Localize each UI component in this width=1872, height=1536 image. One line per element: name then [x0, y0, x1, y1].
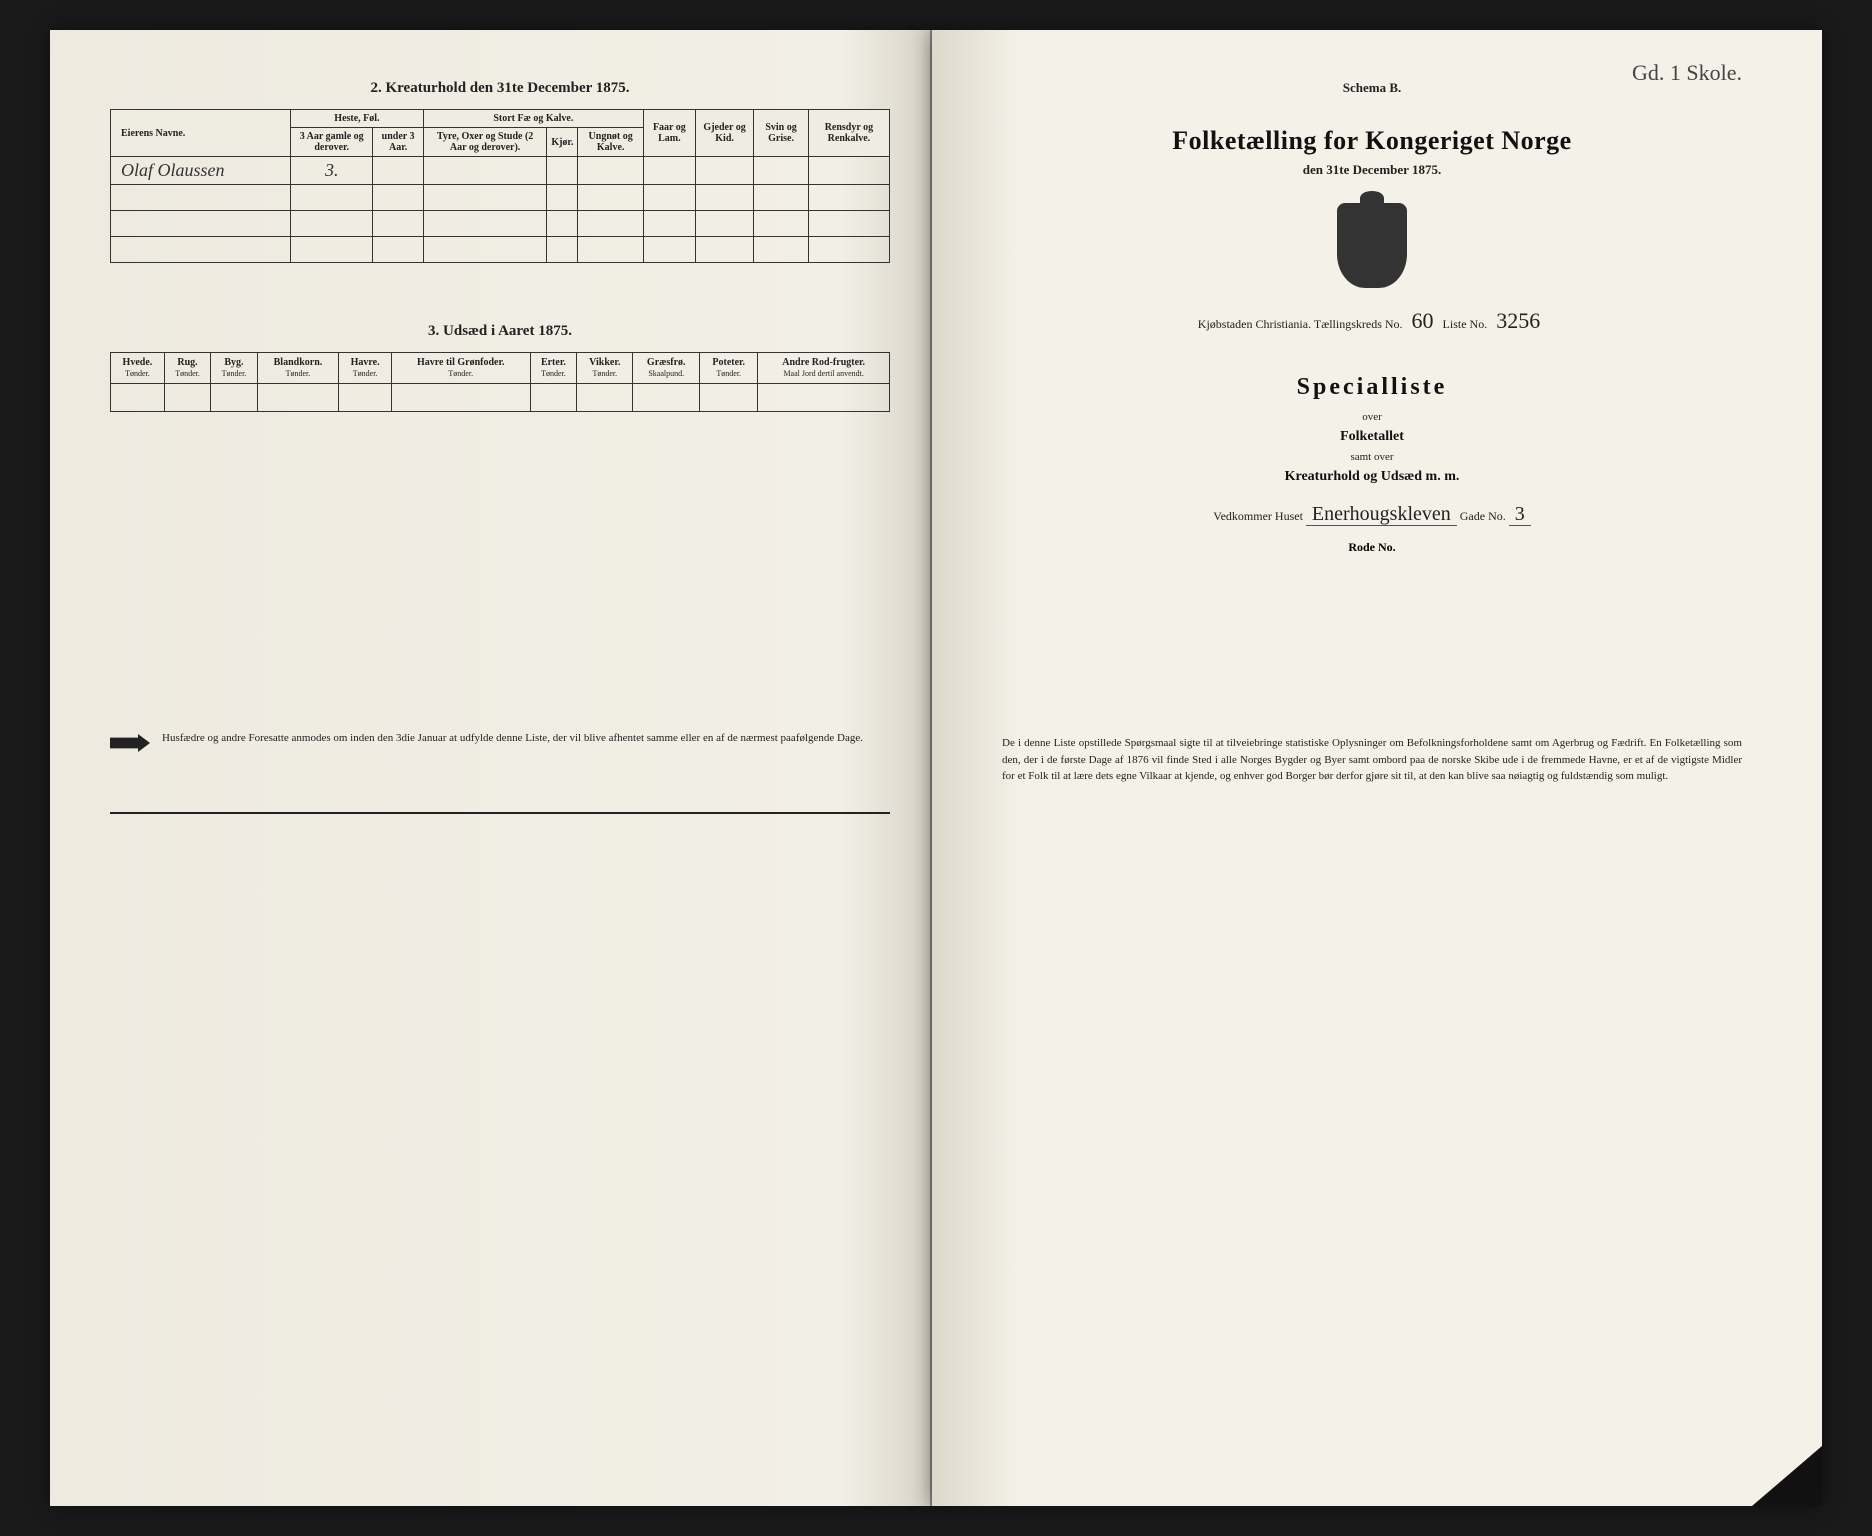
col-heste-b: under 3 Aar. [373, 128, 423, 157]
book-spread: 2. Kreaturhold den 31te December 1875. E… [50, 30, 1822, 1506]
top-annotation: Gd. 1 Skole. [1632, 60, 1742, 86]
left-page: 2. Kreaturhold den 31te December 1875. E… [50, 30, 932, 1506]
over-label: over [982, 411, 1762, 423]
col-faar: Faar og Lam. [643, 110, 695, 157]
cell [578, 157, 643, 185]
kreatur-table: Eierens Navne. Heste, Føl. Stort Fæ og K… [110, 109, 890, 263]
samt-label: samt over [982, 451, 1762, 463]
c8: Vikker.Tønder. [577, 353, 633, 384]
footer-note: Husfædre og andre Foresatte anmodes om i… [110, 732, 890, 752]
special-title: Specialliste [982, 374, 1762, 401]
c9: Græsfrø.Skaalpund. [633, 353, 700, 384]
cell [111, 185, 291, 211]
cell-name: Olaf Olaussen [111, 157, 291, 185]
c6: Havre til Grønfoder.Tønder. [391, 353, 530, 384]
col-gjed: Gjeder og Kid. [695, 110, 753, 157]
c11: Andre Rod-frugter.Maal Jord dertil anven… [758, 353, 890, 384]
c5: Havre.Tønder. [339, 353, 392, 384]
kreds-prefix: Kjøbstaden Christiania. Tællingskreds No… [1198, 317, 1403, 331]
col-stort-c: Ungnøt og Kalve. [578, 128, 643, 157]
cell [695, 157, 753, 185]
udsaed-table: Hvede.Tønder. Rug.Tønder. Byg.Tønder. Bl… [110, 352, 890, 412]
table-row [111, 211, 890, 237]
kreds-line: Kjøbstaden Christiania. Tællingskreds No… [982, 308, 1762, 334]
gade-no: 3 [1509, 503, 1531, 526]
c3: Byg.Tønder. [211, 353, 257, 384]
kreatur-label: Kreaturhold og Udsæd m. m. [982, 469, 1762, 485]
cell [643, 157, 695, 185]
page-fold-icon [1752, 1446, 1822, 1506]
house-handwritten: Enerhougskleven [1306, 503, 1457, 526]
coat-of-arms-icon [1337, 203, 1407, 288]
cell [373, 157, 423, 185]
col-svin: Svin og Grise. [754, 110, 809, 157]
col-heste: Heste, Føl. [291, 110, 424, 128]
main-title: Folketælling for Kongeriget Norge [982, 126, 1762, 156]
table-row [111, 185, 890, 211]
table-row [111, 384, 890, 412]
gade-label: Gade No. [1460, 509, 1506, 523]
section3-title: 3. Udsæd i Aaret 1875. [110, 323, 890, 340]
cell [111, 211, 291, 237]
col-stort-a: Tyre, Oxer og Stude (2 Aar og derover). [423, 128, 546, 157]
vedk-label: Vedkommer Huset [1213, 509, 1303, 523]
col-heste-a: 3 Aar gamle og derover. [291, 128, 373, 157]
liste-label: Liste No. [1443, 317, 1488, 331]
c7: Erter.Tønder. [530, 353, 577, 384]
c1: Hvede.Tønder. [111, 353, 165, 384]
bottom-rule [110, 812, 890, 814]
kreds-no: 60 [1406, 308, 1440, 333]
table-row: Olaf Olaussen 3. [111, 157, 890, 185]
col-stort-b: Kjør. [547, 128, 578, 157]
right-page: Gd. 1 Skole. Schema B. Folketælling for … [932, 30, 1822, 1506]
intro-paragraph: De i denne Liste opstillede Spørgsmaal s… [982, 735, 1762, 785]
cell [111, 237, 291, 263]
c4: Blandkorn.Tønder. [257, 353, 339, 384]
col-ren: Rensdyr og Renkalve. [808, 110, 889, 157]
table-row [111, 237, 890, 263]
liste-no: 3256 [1490, 308, 1546, 333]
col-name: Eierens Navne. [111, 110, 291, 157]
cell [547, 157, 578, 185]
section2-title: 2. Kreaturhold den 31te December 1875. [110, 80, 890, 97]
cell [423, 157, 546, 185]
cell [808, 157, 889, 185]
pointer-icon [110, 734, 150, 752]
cell: 3. [291, 157, 373, 185]
c2: Rug.Tønder. [164, 353, 210, 384]
house-line: Vedkommer Huset Enerhougskleven Gade No.… [982, 503, 1762, 526]
col-stort: Stort Fæ og Kalve. [423, 110, 643, 128]
rode-line: Rode No. [982, 540, 1762, 555]
date-line: den 31te December 1875. [982, 162, 1762, 178]
cell [754, 157, 809, 185]
footer-text: Husfædre og andre Foresatte anmodes om i… [162, 732, 863, 744]
c10: Poteter.Tønder. [700, 353, 758, 384]
folketallet-label: Folketallet [982, 429, 1762, 445]
